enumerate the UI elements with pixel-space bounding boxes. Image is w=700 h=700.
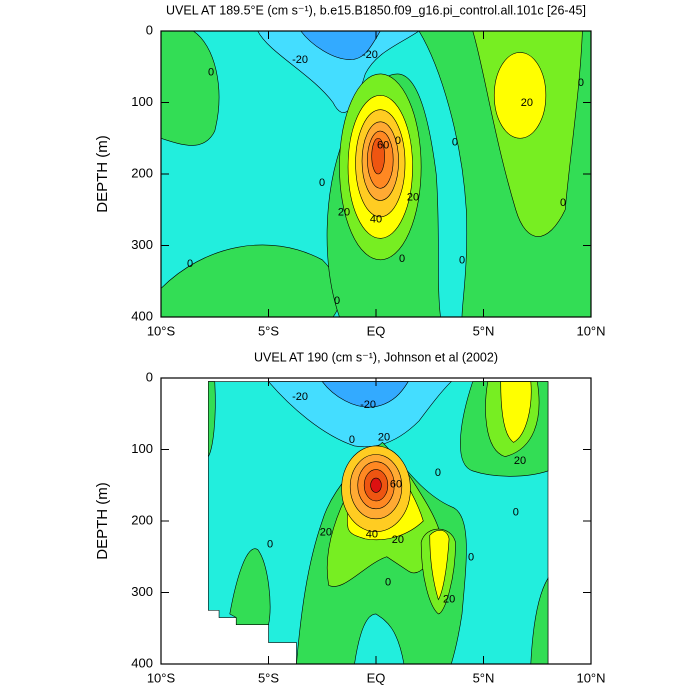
contour-label: 40 <box>370 214 382 226</box>
y-tick-label: 200 <box>131 512 153 527</box>
y-tick-label: 200 <box>131 165 153 180</box>
x-tick-label: 10°N <box>576 323 605 338</box>
field-region <box>501 382 532 443</box>
contour-label: 0 <box>468 551 474 563</box>
contour-label: -20 <box>362 49 378 61</box>
y-tick-label: 400 <box>131 655 153 670</box>
contour-label: 0 <box>319 177 325 189</box>
x-tick-label: 10°S <box>147 670 176 685</box>
field-region <box>230 549 270 625</box>
contour-label: 0 <box>435 467 441 479</box>
x-tick-label: 5°S <box>258 323 279 338</box>
y-tick-label: 100 <box>131 94 153 109</box>
contour-label: 20 <box>392 534 404 546</box>
y-tick-label: 300 <box>131 237 153 252</box>
chart-title: UVEL AT 190 (cm s⁻¹), Johnson et al (200… <box>254 350 498 364</box>
x-tick-label: 10°N <box>576 670 605 685</box>
contour-label: 20 <box>338 207 350 219</box>
contour-label: 0 <box>208 66 214 78</box>
y-tick-label: 400 <box>131 308 153 323</box>
contour-label: 0 <box>395 135 401 147</box>
x-tick-label: 5°N <box>473 670 495 685</box>
field-region <box>208 382 215 457</box>
contour-label: 0 <box>349 434 355 446</box>
contour-label: 20 <box>407 192 419 204</box>
contour-label: 0 <box>560 197 566 209</box>
contour-label: 0 <box>385 576 391 588</box>
contour-label: 0 <box>452 136 458 148</box>
contour-label: 20 <box>521 97 533 109</box>
field-region <box>494 52 546 138</box>
chart-title: UVEL AT 189.5°E (cm s⁻¹), b.e15.B1850.f0… <box>166 3 586 17</box>
x-tick-label: EQ <box>367 323 386 338</box>
field-region <box>531 578 548 664</box>
field-region <box>355 614 404 664</box>
x-tick-label: 10°S <box>147 323 176 338</box>
contour-label: 0 <box>513 506 519 518</box>
field-region <box>258 31 419 113</box>
contour-label: 20 <box>378 431 390 443</box>
contour-label: 20 <box>443 594 455 606</box>
x-tick-label: EQ <box>367 670 386 685</box>
contour-label: 20 <box>514 455 526 467</box>
field-region <box>301 31 381 60</box>
contour-label: 0 <box>399 253 405 265</box>
field-region <box>322 382 408 408</box>
contour-label: -20 <box>292 54 308 66</box>
contour-label: 0 <box>187 258 193 270</box>
field-region <box>161 31 219 145</box>
contour-label: -20 <box>360 399 376 411</box>
y-tick-label: 0 <box>146 22 153 37</box>
y-axis-label: DEPTH (m) <box>94 482 111 560</box>
field-region <box>372 138 385 174</box>
y-tick-label: 100 <box>131 441 153 456</box>
y-axis-label: DEPTH (m) <box>94 135 111 213</box>
contour-label: 0 <box>459 254 465 266</box>
x-tick-label: 5°N <box>473 323 495 338</box>
contour-label: 60 <box>390 478 402 490</box>
contour-label: 0 <box>578 77 584 89</box>
contour-label: 0 <box>267 539 273 551</box>
y-tick-label: 0 <box>146 369 153 384</box>
x-tick-label: 5°S <box>258 670 279 685</box>
contour-label: 40 <box>366 528 378 540</box>
contour-label: 0 <box>334 295 340 307</box>
contour-field <box>161 31 591 317</box>
contour-label: 60 <box>377 139 389 151</box>
contour-field <box>208 382 548 664</box>
contour-label: -20 <box>292 391 308 403</box>
contour-label: 20 <box>320 526 332 538</box>
y-tick-label: 300 <box>131 584 153 599</box>
field-region <box>371 478 382 492</box>
field-region <box>430 530 449 599</box>
